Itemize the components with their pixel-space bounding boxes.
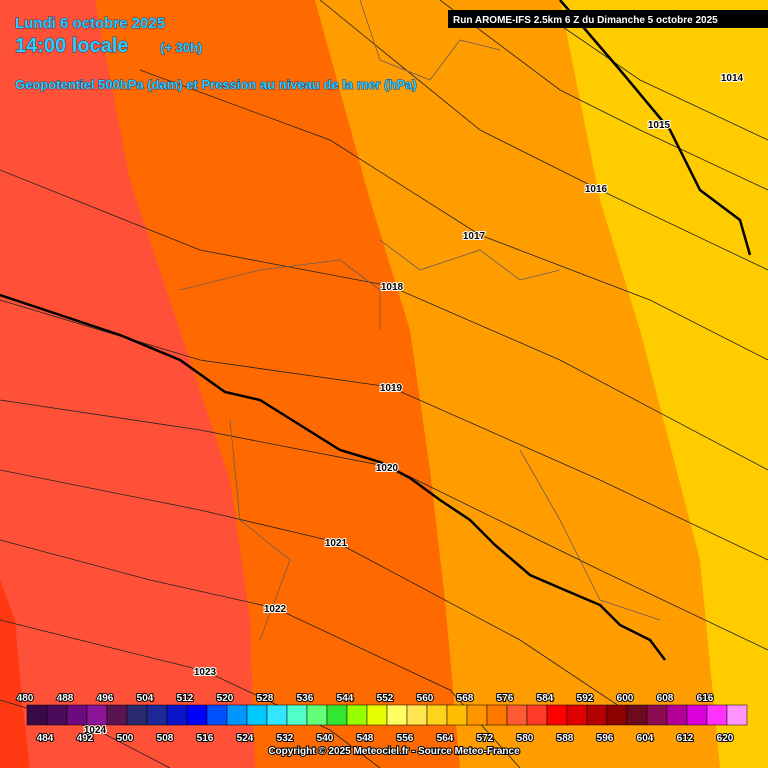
copyright: Copyright © 2025 Meteociel.fr - Source M… <box>268 746 520 757</box>
isobar-label: 1020 <box>376 463 399 474</box>
legend-swatch <box>406 704 428 726</box>
legend-label: 612 <box>677 733 694 744</box>
isobar-label: 1014 <box>721 73 744 84</box>
isobar-label: 1017 <box>463 231 486 242</box>
legend-label: 540 <box>317 733 334 744</box>
legend-label: 580 <box>517 733 534 744</box>
band <box>0 580 30 768</box>
legend-label: 504 <box>137 693 154 704</box>
time: 14:00 locale <box>15 35 128 57</box>
isobar-label: 1019 <box>380 383 403 394</box>
legend-swatch <box>386 704 408 726</box>
legend-swatch <box>166 704 188 726</box>
legend-swatch <box>266 704 288 726</box>
legend-label: 496 <box>97 693 114 704</box>
legend-label: 572 <box>477 733 494 744</box>
legend-label: 568 <box>457 693 474 704</box>
legend-label: 552 <box>377 693 394 704</box>
legend-swatch <box>66 704 88 726</box>
legend-swatch <box>126 704 148 726</box>
legend-swatch <box>566 704 588 726</box>
isobar-label: 1021 <box>325 538 348 549</box>
coastline <box>0 0 752 661</box>
legend-swatch <box>666 704 688 726</box>
legend-swatch <box>686 704 708 726</box>
legend-label: 620 <box>717 733 734 744</box>
legend-swatch <box>646 704 668 726</box>
legend-label: 500 <box>117 733 134 744</box>
legend-swatch <box>366 704 388 726</box>
legend-label: 576 <box>497 693 514 704</box>
legend: 480 496 512 528 544 560 576 592 608 488 504 520 536 5… <box>16 692 748 745</box>
isobar-label: 1022 <box>264 604 287 615</box>
legend-label: 484 <box>37 733 54 744</box>
legend-swatch <box>726 704 748 726</box>
legend-swatch <box>606 704 628 726</box>
legend-label: 516 <box>197 733 214 744</box>
legend-swatch <box>246 704 268 726</box>
legend-swatch <box>586 704 608 726</box>
legend-swatch <box>106 704 128 726</box>
isobar-label: 1015 <box>648 120 671 131</box>
legend-label: 584 <box>537 693 554 704</box>
legend-swatch <box>466 704 488 726</box>
legend-swatch <box>346 704 368 726</box>
legend-swatch <box>306 704 328 726</box>
legend-label: 548 <box>357 733 374 744</box>
legend-label: 488 <box>57 693 74 704</box>
run-box <box>448 10 768 28</box>
isobar-label: 1018 <box>381 282 404 293</box>
legend-swatch <box>206 704 228 726</box>
legend-label: 528 <box>257 693 274 704</box>
legend-label: 532 <box>277 733 294 744</box>
legend-label: 588 <box>557 733 574 744</box>
legend-swatch <box>146 704 168 726</box>
legend-label: 512 <box>177 693 194 704</box>
legend-swatch <box>26 704 48 726</box>
legend-label: 520 <box>217 693 234 704</box>
run-info: Run AROME-IFS 2.5km 6 Z du Dimanche 5 oc… <box>453 15 718 26</box>
legend-swatch <box>286 704 308 726</box>
legend-label: 480 <box>17 693 34 704</box>
legend-swatch <box>506 704 528 726</box>
legend-label: 596 <box>597 733 614 744</box>
band <box>0 0 255 768</box>
legend-swatch <box>526 704 548 726</box>
legend-swatch <box>226 704 248 726</box>
isobar-label: 1016 <box>585 184 608 195</box>
legend-label: 524 <box>237 733 254 744</box>
legend-swatch <box>626 704 648 726</box>
legend-label: 492 <box>77 733 94 744</box>
legend-label: 556 <box>397 733 414 744</box>
legend-label: 616 <box>697 693 714 704</box>
legend-swatch <box>326 704 348 726</box>
lead-time: (+ 30h) <box>160 40 202 55</box>
legend-label: 536 <box>297 693 314 704</box>
legend-swatch <box>486 704 508 726</box>
legend-swatch <box>86 704 108 726</box>
date: Lundi 6 octobre 2025 <box>15 15 165 32</box>
isobar-label: 1023 <box>194 667 217 678</box>
isobar-labels: 1014 1015 1016 1017 1018 1019 1020 1021 1022 1023… <box>83 72 745 737</box>
legend-swatch <box>446 704 468 726</box>
subtitle: Geopotentiel 500hPa (dam) et Pression au… <box>15 77 417 92</box>
legend-swatch <box>186 704 208 726</box>
legend-label: 600 <box>617 693 634 704</box>
legend-swatch <box>426 704 448 726</box>
legend-label: 560 <box>417 693 434 704</box>
legend-label: 608 <box>657 693 674 704</box>
legend-label: 604 <box>637 733 654 744</box>
isobar-label: 1024 <box>84 725 107 736</box>
legend-label: 544 <box>337 693 354 704</box>
legend-label: 592 <box>577 693 594 704</box>
legend-label: 564 <box>437 733 454 744</box>
legend-label: 508 <box>157 733 174 744</box>
legend-swatch <box>46 704 68 726</box>
legend-swatch <box>546 704 568 726</box>
legend-swatch <box>706 704 728 726</box>
